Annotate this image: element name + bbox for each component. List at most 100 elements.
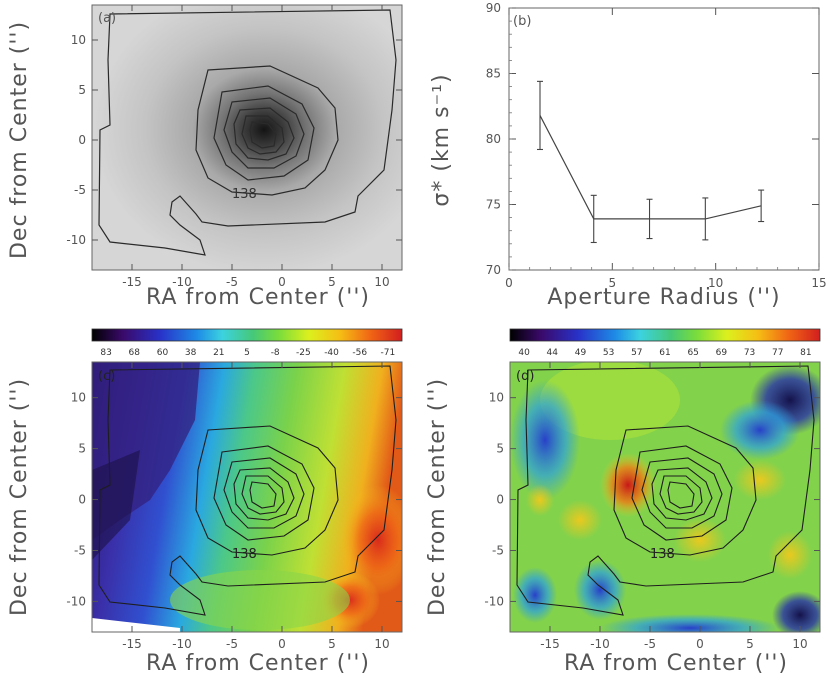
x-tick-label: 0 — [278, 275, 286, 289]
panel-c-label: (c) — [98, 369, 115, 384]
x-tick-label: 0 — [278, 637, 286, 651]
y-tick-label: 0 — [496, 493, 504, 507]
y-tick-label: -5 — [74, 543, 86, 557]
y-tick-label: 90 — [486, 1, 501, 15]
panel-a: 138 (a) -15 -10 -5 0 5 10 -10 -5 0 5 10 RA from Ce… — [7, 4, 403, 310]
x-tick-label: 10 — [374, 275, 389, 289]
x-tick-label: 5 — [328, 275, 336, 289]
panel-b-ticks: 0 5 10 15 70 75 80 85 90 — [486, 1, 827, 290]
colorbar-tick-label: 83 — [100, 348, 111, 358]
colorbar-tick-label: 60 — [157, 348, 169, 358]
y-tick-label: 5 — [78, 83, 86, 97]
panel-d-frame — [509, 361, 821, 633]
y-tick-label: -10 — [66, 233, 86, 247]
y-tick-label: 70 — [486, 263, 501, 277]
x-tick-label: 0 — [505, 276, 513, 290]
colorbar-tick-label: -8 — [271, 348, 280, 358]
panel-c-xlabel: RA from Center ('') — [146, 651, 370, 676]
panel-d-ylabel: Dec from Center ('') — [425, 378, 450, 616]
x-tick-label: 5 — [328, 637, 336, 651]
panel-a-frame — [91, 4, 403, 271]
colorbar-tick-label: 81 — [800, 348, 811, 358]
colorbar-tick-label: 21 — [213, 348, 224, 358]
x-tick-label: 5 — [746, 637, 754, 651]
y-tick-label: 10 — [489, 391, 504, 405]
y-tick-label: 10 — [71, 33, 86, 47]
panel-d-colorbar — [509, 328, 821, 342]
panel-c: 83 68 60 38 21 5 -8 -25 -40 -56 -71 138 (c) -15- — [7, 328, 403, 676]
x-tick-label: -15 — [122, 275, 142, 289]
x-tick-label: -15 — [540, 637, 560, 651]
panel-c-colorbar — [91, 328, 403, 342]
colorbar-tick-label: 49 — [575, 348, 587, 358]
panel-a-contours — [98, 9, 397, 256]
y-tick-label: 80 — [486, 132, 501, 146]
panel-d-contours — [516, 365, 815, 616]
colorbar-tick-label: -71 — [381, 348, 396, 358]
x-tick-label: -5 — [226, 637, 238, 651]
x-tick-label: -10 — [590, 637, 610, 651]
colorbar-tick-label: 38 — [185, 348, 197, 358]
panel-b: (b) 0 5 10 15 70 75 80 85 90 Aperture Radius (''… — [429, 1, 827, 310]
colorbar-tick-label: 57 — [631, 348, 642, 358]
panel-a-image — [92, 5, 402, 270]
panel-d-label: (d) — [516, 369, 534, 384]
panel-b-ylabel: σ* (km s⁻¹) — [429, 73, 454, 206]
x-tick-label: 10 — [708, 276, 723, 290]
y-tick-label: 5 — [78, 442, 86, 456]
panel-a-label: (a) — [98, 11, 116, 26]
colorbar-tick-label: 61 — [659, 348, 670, 358]
colorbar-tick-label: 5 — [244, 348, 250, 358]
panel-d-colorbar-ticks: 40 44 49 53 57 61 65 69 73 77 81 — [518, 348, 811, 358]
x-tick-label: 0 — [696, 637, 704, 651]
panel-c-ylabel: Dec from Center ('') — [7, 378, 32, 616]
y-tick-label: 0 — [78, 133, 86, 147]
colorbar-tick-label: 53 — [603, 348, 614, 358]
panel-c-contour-label: 138 — [232, 547, 257, 562]
panel-b-xlabel: Aperture Radius ('') — [547, 285, 780, 310]
colorbar-tick-label: 69 — [716, 348, 728, 358]
x-tick-label: -5 — [644, 637, 656, 651]
y-tick-label: -10 — [66, 594, 86, 608]
panel-b-series — [537, 80, 765, 244]
panel-c-colorbar-ticks: 83 68 60 38 21 5 -8 -25 -40 -56 -71 — [100, 348, 395, 358]
x-tick-label: 10 — [374, 637, 389, 651]
y-tick-label: 0 — [78, 493, 86, 507]
panel-d-contour-label: 138 — [650, 547, 675, 562]
panel-c-contours — [98, 365, 397, 616]
colorbar-tick-label: 77 — [772, 348, 783, 358]
x-tick-label: -5 — [226, 275, 238, 289]
y-tick-label: 10 — [71, 391, 86, 405]
panel-a-xlabel: RA from Center ('') — [146, 285, 370, 310]
x-tick-label: -15 — [122, 637, 142, 651]
panel-a-ylabel: Dec from Center ('') — [7, 21, 32, 259]
colorbar-tick-label: -40 — [324, 348, 339, 358]
panel-c-frame — [91, 361, 403, 633]
y-tick-label: 85 — [486, 67, 501, 81]
colorbar-tick-label: 68 — [129, 348, 141, 358]
panel-d-ticks: -15 -10 -5 0 5 10 -10 -5 0 5 10 — [484, 362, 820, 651]
y-tick-label: -5 — [74, 183, 86, 197]
x-tick-label: -10 — [172, 275, 192, 289]
panel-a-contour-label: 138 — [232, 187, 257, 202]
x-tick-label: -10 — [172, 637, 192, 651]
panel-d-xlabel: RA from Center ('') — [564, 651, 788, 676]
colorbar-tick-label: -25 — [296, 348, 311, 358]
panel-b-frame — [508, 7, 820, 271]
y-tick-label: 5 — [496, 442, 504, 456]
colorbar-tick-label: 40 — [518, 348, 530, 358]
panel-a-ticks: -15 -10 -5 0 5 10 -10 -5 0 5 10 — [66, 5, 402, 289]
y-tick-label: 75 — [486, 198, 501, 212]
y-tick-label: -5 — [492, 543, 504, 557]
colorbar-tick-label: 44 — [547, 348, 559, 358]
colorbar-tick-label: -56 — [352, 348, 367, 358]
panel-c-ticks: -15 -10 -5 0 5 10 -10 -5 0 5 10 — [66, 362, 402, 651]
y-tick-label: -10 — [484, 594, 504, 608]
panel-d: 40 44 49 53 57 61 65 69 73 77 81 — [425, 328, 821, 676]
panel-b-label: (b) — [513, 14, 531, 29]
colorbar-tick-label: 73 — [744, 348, 755, 358]
x-tick-label: 15 — [811, 276, 826, 290]
colorbar-tick-label: 65 — [687, 348, 698, 358]
x-tick-label: 10 — [792, 637, 807, 651]
